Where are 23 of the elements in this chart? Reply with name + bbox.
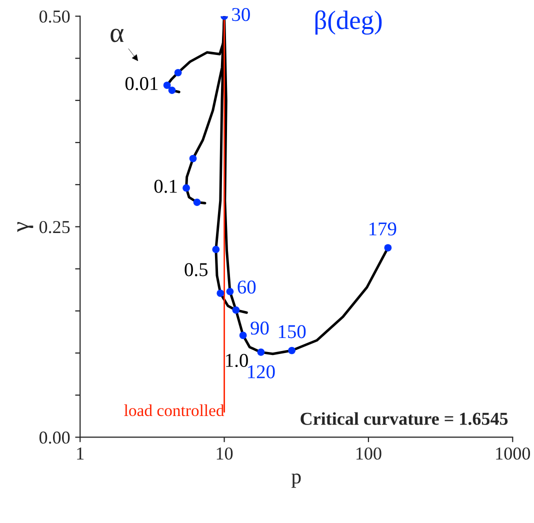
x-axis-title: p [291,474,301,488]
ref-line-label: load controlled [124,404,224,416]
x-tick-label: 10 [216,447,233,460]
annotation: 60 [238,280,256,294]
x-tick-label: 100 [356,447,382,460]
annotation: 90 [250,322,269,335]
x-tick-label: 1 [77,448,84,460]
annotation: 150 [278,325,306,338]
annotation: α [110,28,124,42]
y-axis-title: γ [17,222,34,232]
x-tick-label: 1000 [496,447,530,460]
annotation: 120 [248,365,275,378]
annotation: 0.1 [154,180,177,193]
y-tick-label: 0.25 [39,220,70,234]
annotation: 0.01 [125,77,158,90]
annotation: 0.5 [184,263,208,276]
annotation: 1.0 [226,354,248,368]
annotation: 30 [232,8,250,22]
annotation: β(deg) [315,10,382,35]
y-tick-label: 0.50 [39,10,70,23]
annotation: 179 [370,222,396,236]
y-tick-label: 0.00 [39,431,70,444]
annotation: Critical curvature = 1.6545 [300,412,508,425]
